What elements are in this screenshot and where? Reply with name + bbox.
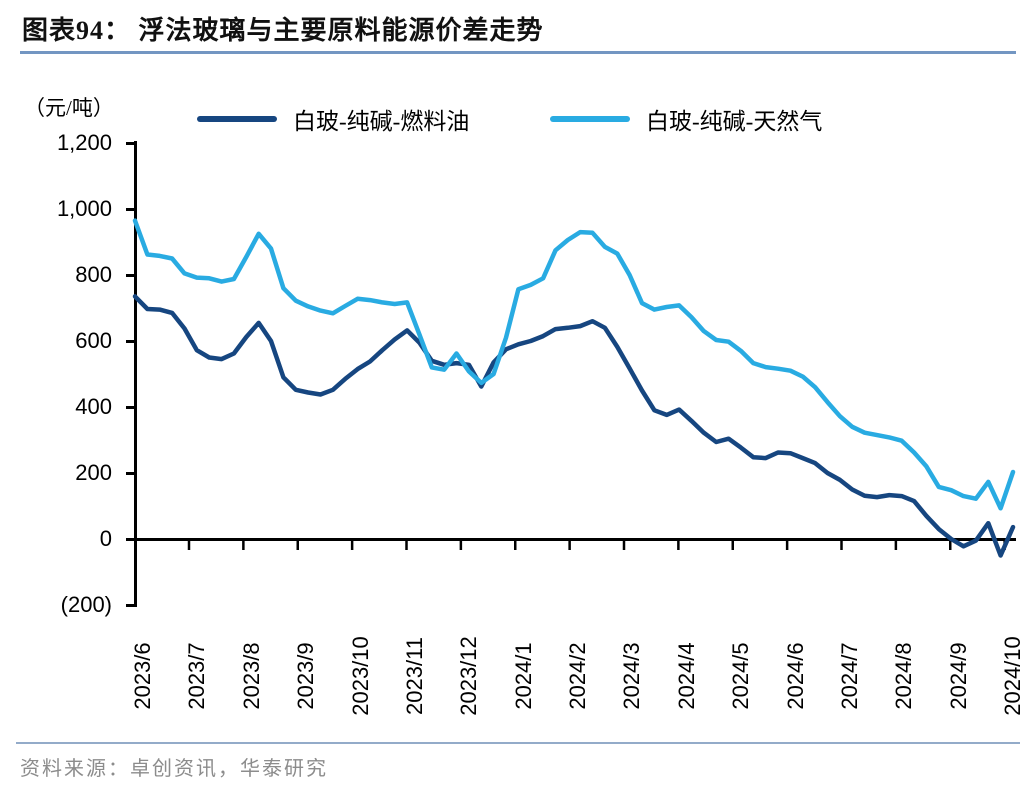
y-tick-label: (200) bbox=[60, 592, 112, 617]
series-natural-gas-line bbox=[132, 218, 1016, 511]
y-axis-unit-label: （元/吨） bbox=[24, 96, 114, 120]
data-series-lines bbox=[132, 218, 1016, 558]
y-tick-label: 600 bbox=[75, 328, 112, 353]
y-tick-label: 0 bbox=[99, 526, 112, 551]
footer-divider bbox=[16, 742, 1020, 744]
x-tick-label: 2023/10 bbox=[347, 636, 373, 716]
legend-item-fuel-oil: 白玻-纯碱-燃料油 bbox=[197, 102, 469, 136]
series-fuel-oil-line bbox=[132, 294, 1016, 558]
x-tick-label: 2024/10 bbox=[1000, 636, 1025, 716]
x-tick-label: 2023/12 bbox=[456, 636, 482, 716]
x-tick-label: 2024/8 bbox=[891, 642, 917, 710]
title-underline bbox=[20, 51, 1016, 54]
legend-swatch-fuel-oil bbox=[197, 116, 277, 122]
x-tick-label: 2023/8 bbox=[238, 642, 264, 710]
source-note: 资料来源：卓创资讯，华泰研究 bbox=[20, 758, 328, 780]
x-tick-label: 2024/7 bbox=[836, 642, 862, 710]
axis-tick-marks bbox=[126, 142, 1006, 607]
x-tick-label: 2023/11 bbox=[401, 637, 427, 715]
y-tick-label: 1,200 bbox=[56, 130, 112, 155]
x-tick-label: 2024/4 bbox=[673, 642, 699, 710]
x-tick-label: 2023/9 bbox=[293, 642, 319, 710]
x-tick-label: 2023/6 bbox=[130, 642, 155, 710]
y-tick-label: 1,000 bbox=[56, 196, 112, 221]
x-tick-label: 2024/6 bbox=[782, 642, 808, 710]
legend-item-natural-gas: 白玻-纯碱-天然气 bbox=[550, 102, 822, 136]
x-tick-label: 2024/3 bbox=[619, 642, 645, 710]
x-tick-label: 2024/2 bbox=[565, 642, 590, 710]
y-tick-label: 800 bbox=[75, 262, 112, 287]
legend-label-fuel-oil: 白玻-纯碱-燃料油 bbox=[293, 109, 470, 134]
legend-label-natural-gas: 白玻-纯碱-天然气 bbox=[646, 109, 823, 134]
x-tick-label: 2024/1 bbox=[510, 642, 536, 710]
y-tick-label: 200 bbox=[75, 460, 112, 485]
axis-lines bbox=[134, 141, 1016, 607]
x-tick-label: 2023/7 bbox=[184, 642, 210, 710]
y-tick-label: 400 bbox=[75, 394, 112, 419]
page-title: 图表94： 浮法玻璃与主要原料能源价差走势 bbox=[22, 16, 544, 45]
x-tick-label: 2024/5 bbox=[728, 642, 754, 710]
x-tick-label: 2024/9 bbox=[945, 642, 971, 710]
legend-swatch-natural-gas bbox=[550, 116, 630, 122]
